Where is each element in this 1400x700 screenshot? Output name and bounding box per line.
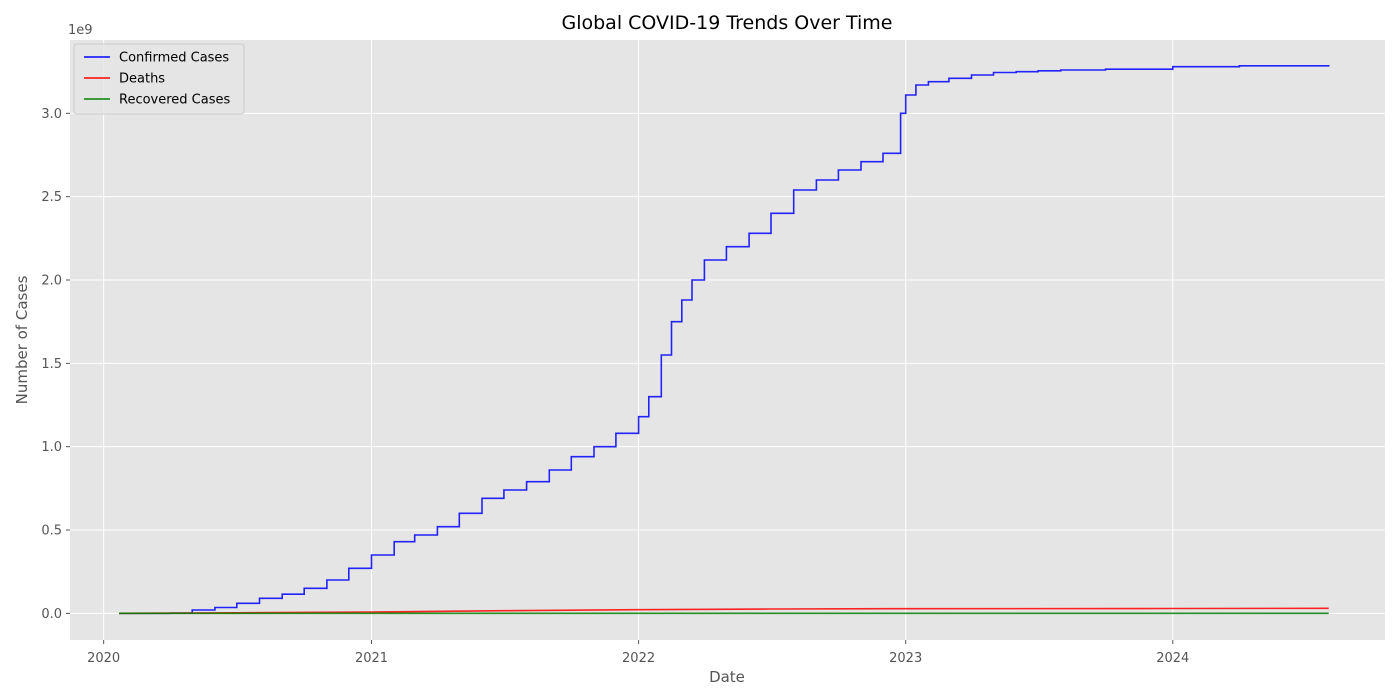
x-axis-label: Date — [709, 668, 745, 686]
y-axis-label: Number of Cases — [13, 275, 31, 404]
x-tick-label: 2021 — [355, 651, 388, 666]
legend: Confirmed Cases Deaths Recovered Cases — [73, 43, 245, 115]
series-line-confirmed-cases — [119, 65, 1330, 615]
y-tick-label: 0.5 — [41, 524, 62, 539]
y-tick-label: 3.0 — [41, 107, 62, 122]
legend-label: Deaths — [119, 72, 165, 87]
y-tick-label: 0.0 — [41, 607, 62, 622]
x-tick-label: 2024 — [1156, 651, 1189, 666]
legend-label: Recovered Cases — [119, 93, 230, 108]
series-lines — [118, 65, 1330, 615]
y-tick-label: 1.0 — [41, 440, 62, 455]
x-tick-label: 2022 — [622, 651, 655, 666]
y-tick-label: 1.5 — [41, 357, 62, 372]
legend-label: Confirmed Cases — [119, 51, 229, 66]
x-tick-label: 2023 — [889, 651, 922, 666]
y-tick-label: 2.0 — [41, 274, 62, 289]
chart-title: Global COVID-19 Trends Over Time — [561, 12, 892, 34]
legend-box — [73, 43, 245, 115]
plot-background — [70, 40, 1385, 640]
y-axis-offset-label: 1e9 — [68, 23, 93, 38]
x-tick-label: 2020 — [87, 651, 120, 666]
y-tick-label: 2.5 — [41, 190, 62, 205]
axis-ticks: 2020 2021 2022 2023 2024 0.0 0.5 1.0 1.5 2.0 2.5 3.… — [41, 107, 1189, 666]
